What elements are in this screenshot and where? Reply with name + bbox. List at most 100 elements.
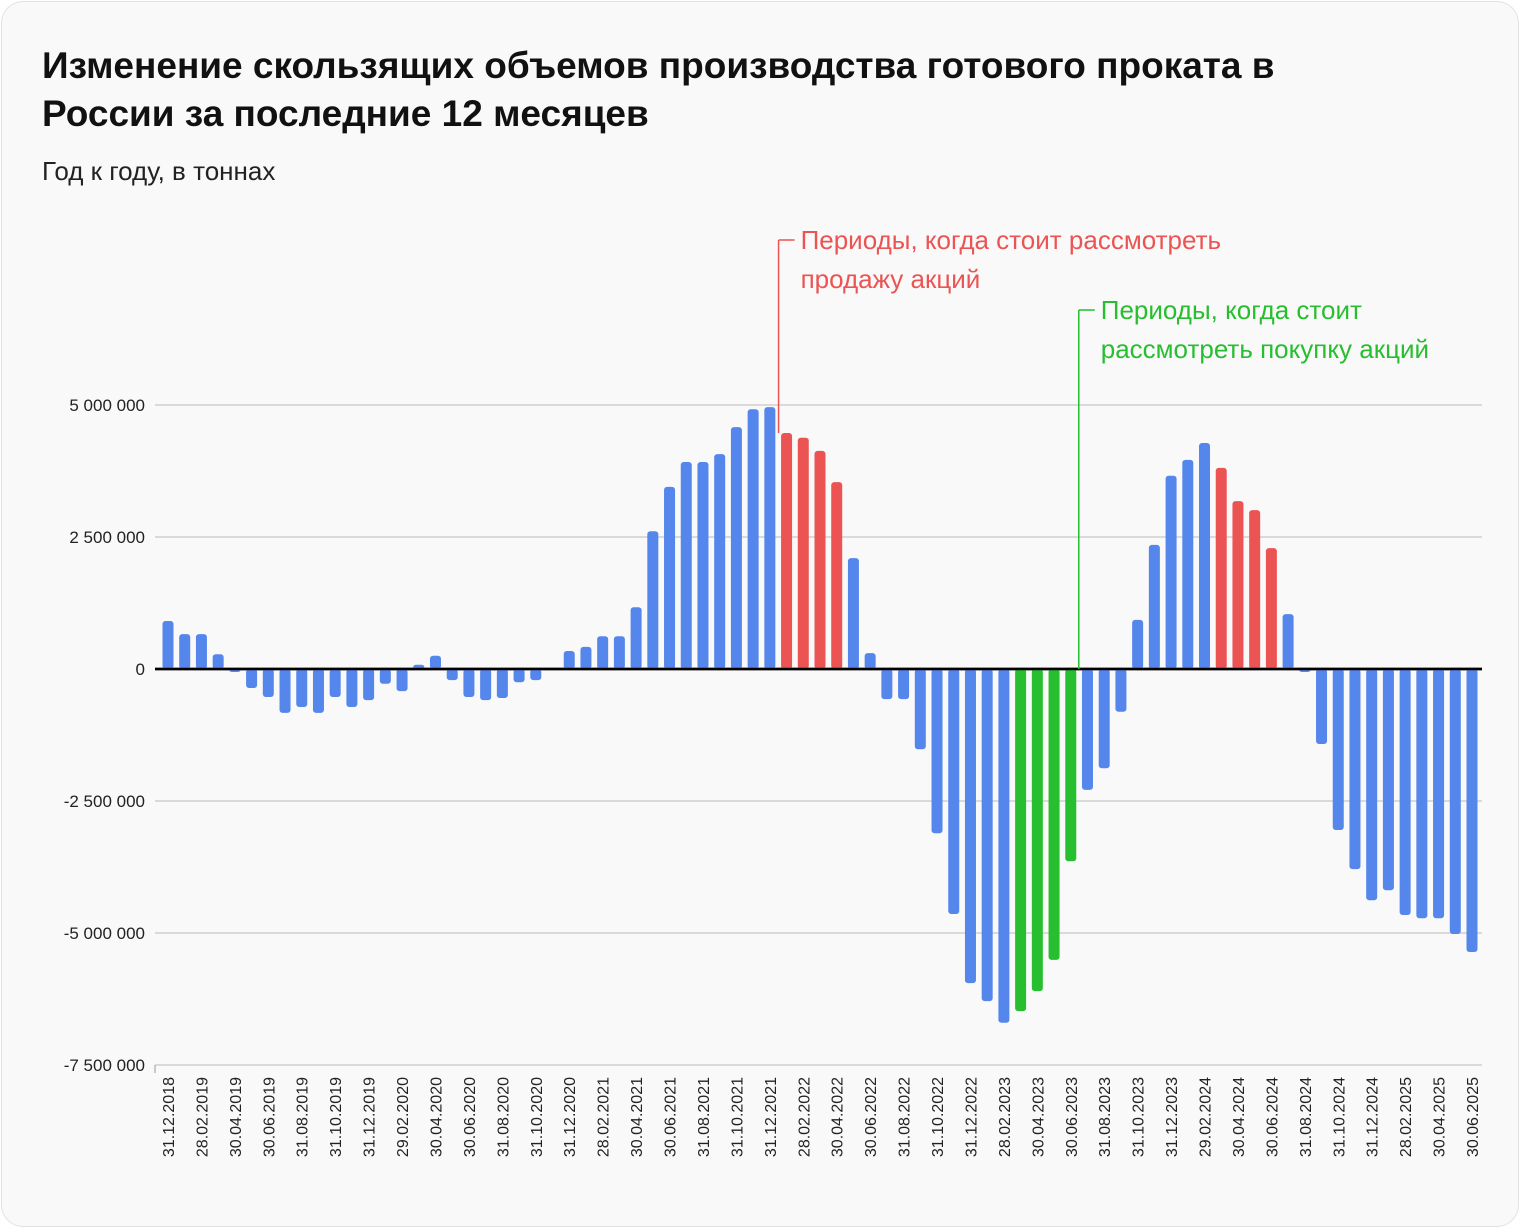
bar-31.03.2024 [1215, 467, 1227, 669]
bar-28.02.2023 [998, 669, 1010, 1023]
bar-31.12.2024 [1366, 669, 1378, 901]
x-tick-label: 28.02.2019 [194, 1077, 211, 1157]
x-tick-label: 29.02.2024 [1198, 1077, 1215, 1157]
bar-28.02.2022 [797, 437, 809, 669]
x-tick-label: 31.10.2024 [1331, 1077, 1348, 1157]
x-tick-label: 31.08.2021 [696, 1077, 713, 1157]
bar-30.09.2019 [312, 669, 324, 713]
bar-31.07.2020 [480, 669, 492, 701]
x-tick-label: 31.12.2023 [1164, 1077, 1181, 1157]
bar-30.04.2020 [429, 655, 441, 669]
bar-31.07.2024 [1282, 614, 1294, 669]
bar-31.01.2020 [379, 669, 391, 684]
bar-30.04.2022 [831, 482, 843, 669]
x-tick-label: 30.06.2019 [261, 1077, 278, 1157]
x-tick-label: 31.12.2021 [763, 1077, 780, 1157]
bar-28.02.2025 [1399, 669, 1411, 916]
bar-31.03.2025 [1416, 669, 1428, 919]
y-tick-label: 2 500 000 [69, 528, 145, 547]
bar-30.04.2023 [1031, 669, 1043, 992]
bar-28.02.2019 [195, 634, 207, 669]
bar-31.05.2022 [847, 558, 859, 669]
bar-31.08.2020 [496, 669, 508, 699]
x-tick-label: 30.06.2023 [1064, 1077, 1081, 1157]
bar-30.11.2024 [1349, 669, 1361, 870]
bar-31.10.2023 [1132, 619, 1144, 669]
x-tick-label: 28.02.2025 [1398, 1077, 1415, 1157]
bar-30.09.2022 [914, 669, 926, 750]
bar-31.03.2021 [613, 636, 625, 669]
bar-31.12.2019 [363, 669, 375, 701]
bar-31.08.2022 [898, 669, 910, 700]
x-tick-label: 31.10.2019 [328, 1077, 345, 1157]
x-tick-label: 31.12.2022 [963, 1077, 980, 1157]
x-tick-label: 28.02.2022 [796, 1077, 813, 1157]
y-tick-label: 5 000 000 [69, 396, 145, 415]
bar-31.07.2022 [881, 669, 893, 700]
x-tick-label: 30.04.2019 [228, 1077, 245, 1157]
x-tick-label: 31.10.2020 [529, 1077, 546, 1157]
x-tick-label: 30.04.2022 [830, 1077, 847, 1157]
x-tick-label: 29.02.2020 [395, 1077, 412, 1157]
bar-30.06.2019 [262, 669, 274, 697]
x-tick-label: 30.06.2024 [1264, 1077, 1281, 1157]
bar-30.09.2021 [714, 454, 726, 669]
bar-31.08.2021 [697, 462, 709, 669]
y-tick-label: -5 000 000 [64, 924, 145, 943]
bar-31.05.2019 [246, 669, 258, 689]
x-tick-label: 30.04.2020 [428, 1077, 445, 1157]
bar-31.05.2025 [1449, 669, 1461, 935]
bar-31.01.2024 [1182, 459, 1194, 669]
x-tick-label: 31.08.2020 [495, 1077, 512, 1157]
x-tick-label: 31.08.2022 [897, 1077, 914, 1157]
bar-30.09.2023 [1115, 669, 1127, 712]
bar-29.02.2020 [396, 669, 408, 692]
y-tick-label: -7 500 000 [64, 1056, 145, 1075]
bar-31.05.2023 [1048, 669, 1060, 960]
y-tick-label: 0 [136, 660, 145, 679]
x-tick-label: 31.10.2021 [729, 1077, 746, 1157]
bar-31.10.2019 [329, 669, 341, 697]
x-tick-label: 30.04.2025 [1432, 1077, 1449, 1157]
x-tick-label: 30.06.2022 [863, 1077, 880, 1157]
bar-31.12.2022 [964, 669, 976, 984]
bar-31.12.2021 [764, 407, 776, 669]
x-tick-label: 31.12.2018 [161, 1077, 178, 1157]
bar-31.12.2023 [1165, 475, 1177, 669]
bar-31.07.2019 [279, 669, 291, 713]
x-tick-label: 30.04.2023 [1030, 1077, 1047, 1157]
bar-30.11.2019 [346, 669, 358, 708]
annotation-text-buy: Периоды, когда стоит [1101, 295, 1362, 325]
bar-30.06.2020 [463, 669, 475, 697]
bar-31.07.2023 [1081, 669, 1093, 790]
bar-30.11.2021 [747, 409, 759, 669]
bar-31.01.2019 [179, 634, 191, 669]
bar-31.03.2022 [814, 450, 826, 669]
bar-30.06.2021 [664, 486, 676, 669]
x-tick-label: 30.04.2024 [1231, 1077, 1248, 1157]
x-tick-label: 31.12.2024 [1365, 1077, 1382, 1157]
bar-29.02.2024 [1199, 443, 1211, 669]
bar-30.09.2024 [1316, 669, 1328, 744]
bar-31.12.2020 [563, 651, 575, 669]
x-tick-label: 31.10.2022 [930, 1077, 947, 1157]
x-tick-label: 28.02.2021 [596, 1077, 613, 1157]
bar-31.05.2024 [1249, 510, 1261, 669]
bar-31.10.2024 [1332, 669, 1344, 831]
x-tick-label: 30.04.2021 [629, 1077, 646, 1157]
annotation-text-buy: рассмотреть покупку акций [1101, 334, 1429, 364]
x-tick-label: 31.10.2023 [1131, 1077, 1148, 1157]
bar-30.04.2025 [1433, 669, 1445, 919]
bar-30.04.2021 [630, 607, 642, 669]
bar-28.02.2021 [597, 636, 609, 669]
bar-30.06.2025 [1466, 669, 1478, 953]
y-tick-label: -2 500 000 [64, 792, 145, 811]
chart-title: Изменение скользящих объемов производств… [42, 45, 1275, 134]
bar-31.10.2022 [931, 669, 943, 834]
x-tick-label: 30.06.2021 [663, 1077, 680, 1157]
bar-31.01.2025 [1382, 669, 1394, 891]
bar-31.01.2021 [580, 646, 592, 669]
x-tick-label: 30.06.2025 [1465, 1077, 1482, 1157]
bar-30.11.2023 [1148, 544, 1160, 669]
bar-31.08.2023 [1098, 669, 1110, 769]
